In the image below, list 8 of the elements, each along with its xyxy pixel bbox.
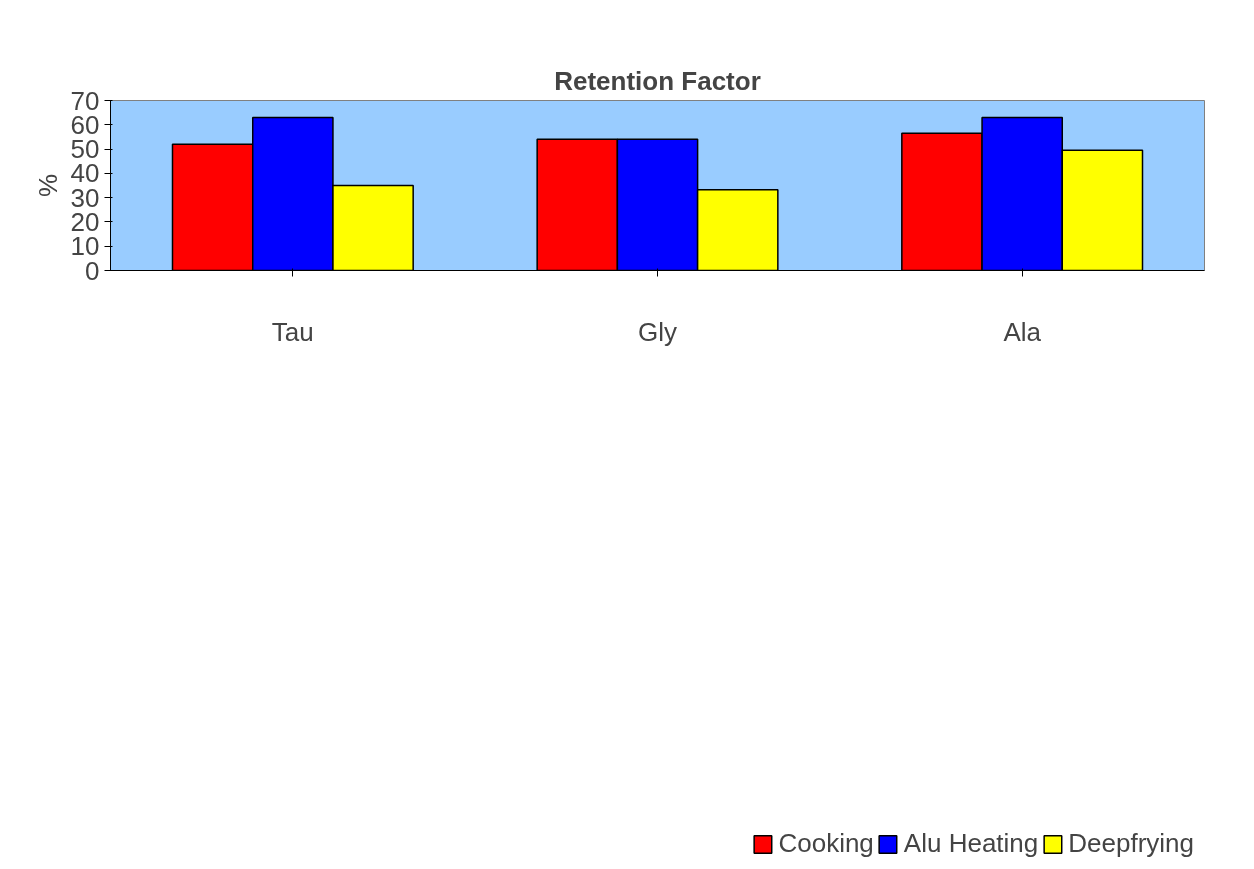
legend-label: Cooking [778,828,874,859]
legend-label: Deepfrying [1068,828,1194,859]
x-tick-label: Tau [271,316,314,347]
x-tick-label: Ala [1003,316,1042,347]
x-tick-label: Gly [638,316,677,347]
y-axis-title: % [32,173,63,198]
chart-title: Retention Factor [554,65,761,96]
legend-label: Alu Heating [903,828,1039,859]
